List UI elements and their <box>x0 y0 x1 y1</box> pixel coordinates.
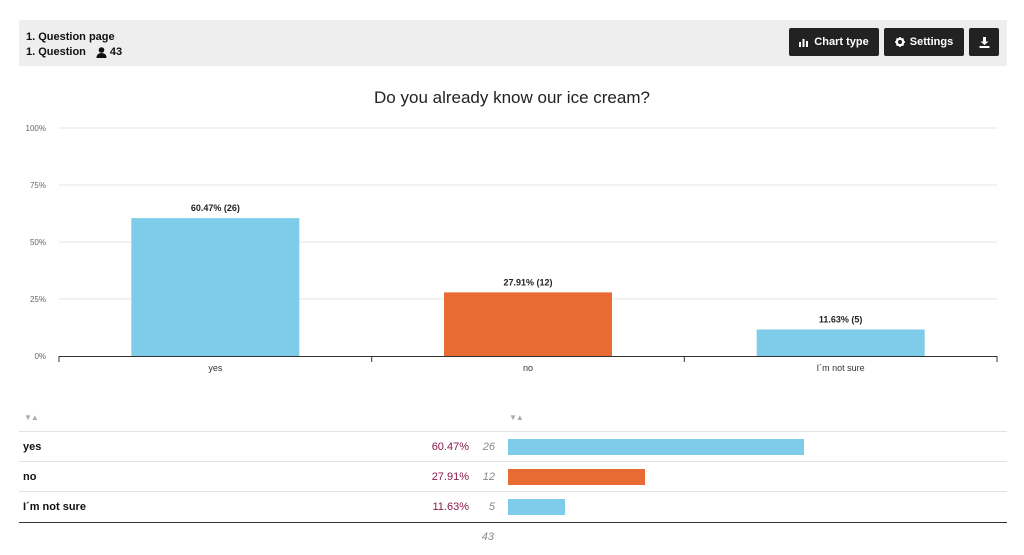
sort-label-icon[interactable]: ▼▲ <box>24 413 39 422</box>
gear-icon <box>894 37 905 47</box>
question-info: 1. Question page 1. Question 43 <box>26 30 122 60</box>
row-count: 12 <box>482 471 495 483</box>
download-icon <box>979 36 989 48</box>
row-count: 26 <box>482 441 495 453</box>
y-tick-label: 100% <box>26 124 46 133</box>
download-button[interactable] <box>969 28 999 56</box>
user-icon <box>96 47 107 58</box>
sort-bar-icon[interactable]: ▼▲ <box>509 413 524 422</box>
row-label: yes <box>23 441 42 453</box>
bar <box>444 292 612 356</box>
x-tick-label: yes <box>208 363 223 373</box>
respondent-count-value: 43 <box>109 46 123 58</box>
y-tick-label: 0% <box>34 352 46 361</box>
table-row: I´m not sure 11.63% 5 <box>19 491 1007 521</box>
respondent-count: 43 <box>96 45 122 60</box>
y-tick-label: 75% <box>30 181 46 190</box>
bar <box>131 218 300 356</box>
bar-chart: 0% 25% 50% 75% 100% 60.47% (26) yes 27.91% (12)… <box>26 124 998 373</box>
row-percent: 11.63% <box>432 501 470 513</box>
row-percent: 27.91% <box>431 471 469 483</box>
bar-data-label: 60.47% (26) <box>191 203 240 213</box>
settings-button[interactable]: Settings <box>884 28 964 56</box>
table-bottom-rule <box>19 522 1007 523</box>
table-row: no 27.91% 12 <box>19 461 1007 491</box>
row-bar <box>508 469 645 485</box>
y-tick-label: 25% <box>30 295 46 304</box>
row-label: no <box>23 471 37 483</box>
settings-label: Settings <box>909 36 954 48</box>
header-bar: 1. Question page 1. Question 43 Chart ty… <box>19 20 1007 66</box>
bar-data-label: 11.63% (5) <box>819 314 863 324</box>
chart-title: Do you already know our ice cream? <box>374 88 650 107</box>
table-row: yes 60.47% 26 <box>19 431 1007 461</box>
page-label: 1. Question page <box>26 31 115 43</box>
bar-data-label: 27.91% (12) <box>503 277 552 287</box>
x-tick-label: no <box>523 363 533 373</box>
bar-chart-icon <box>799 38 809 47</box>
question-label: 1. Question <box>26 46 86 58</box>
table-total: 43 <box>481 531 494 543</box>
row-percent: 60.47% <box>431 441 469 453</box>
x-tick-label: I´m not sure <box>817 363 865 373</box>
row-bar <box>508 499 565 515</box>
row-label: I´m not sure <box>23 501 86 513</box>
chart-type-label: Chart type <box>814 36 869 48</box>
row-count: 5 <box>488 501 495 513</box>
bar <box>756 329 925 356</box>
row-bar <box>508 439 805 455</box>
chart-type-button[interactable]: Chart type <box>789 28 879 56</box>
y-tick-label: 50% <box>30 238 46 247</box>
